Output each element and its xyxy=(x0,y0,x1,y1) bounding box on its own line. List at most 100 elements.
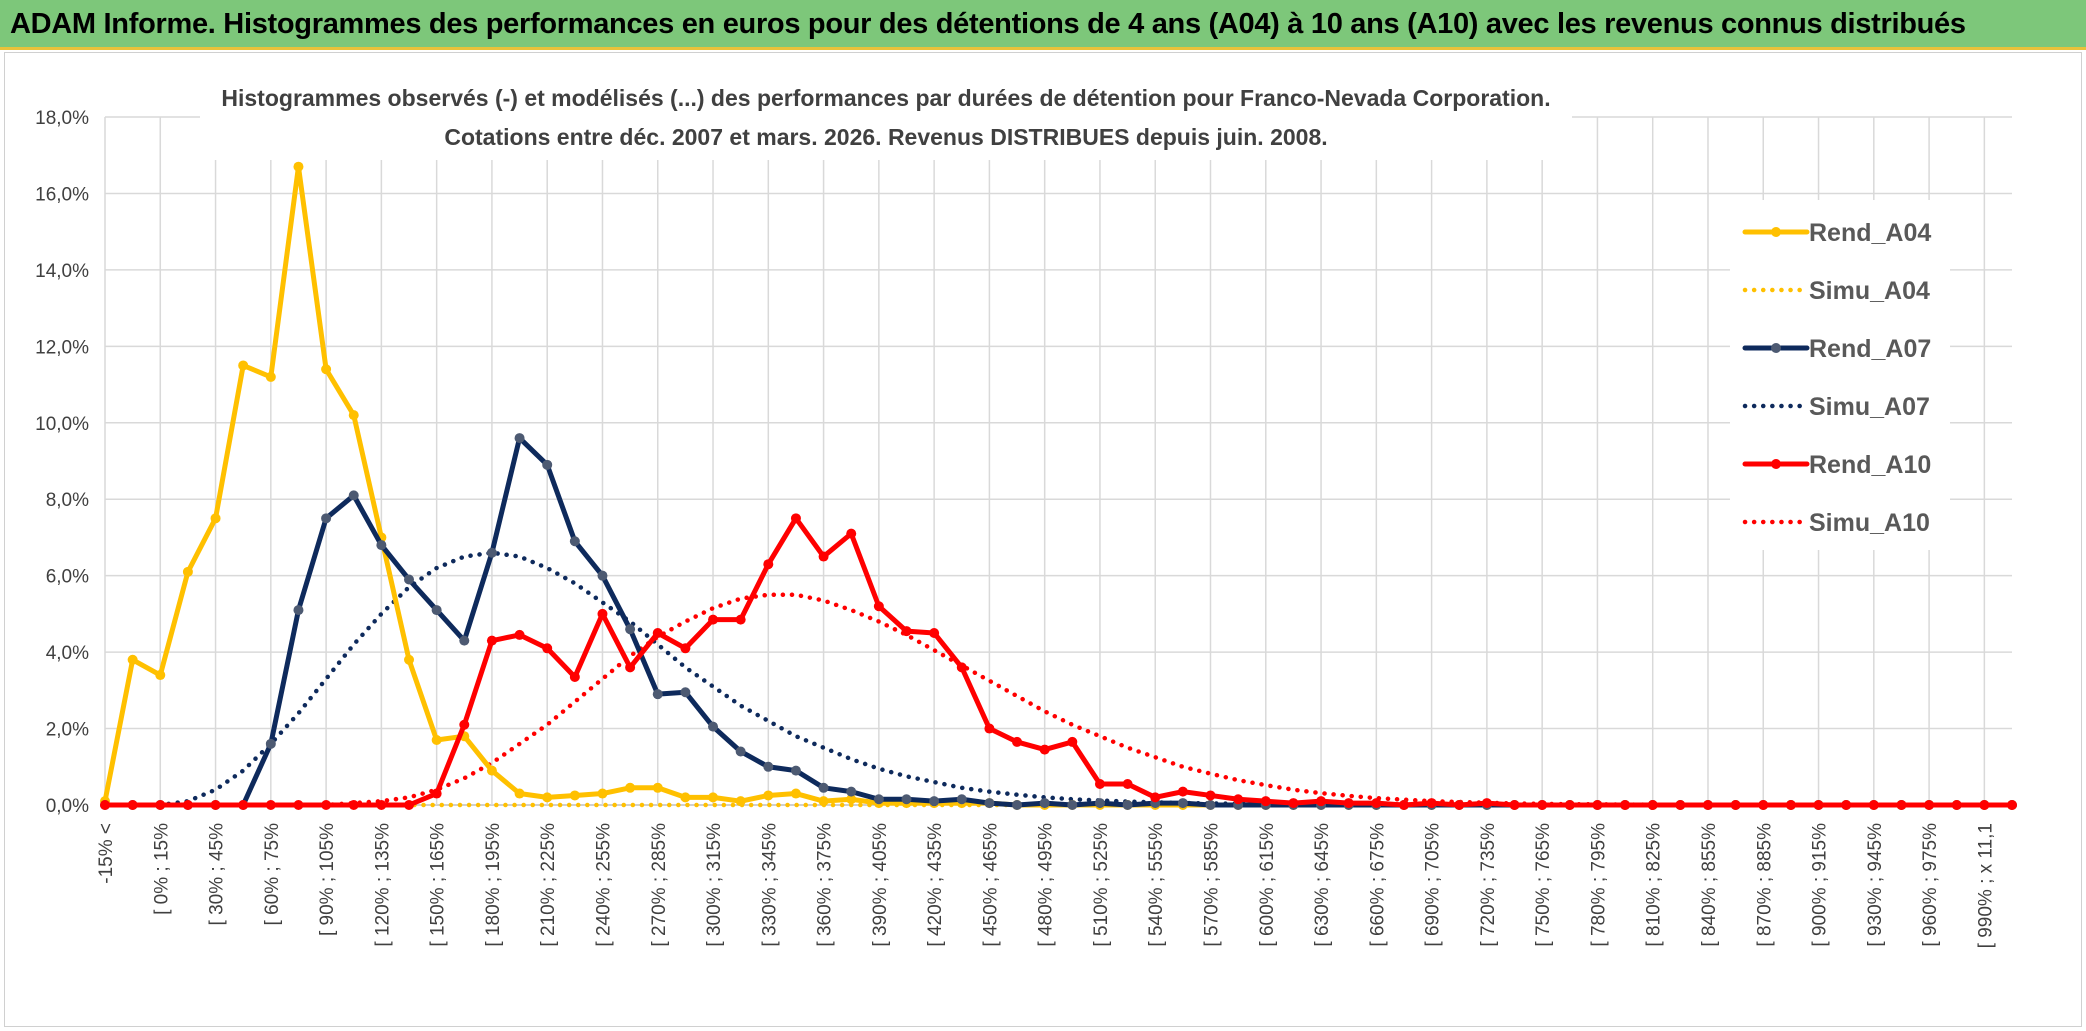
data-point-rend_a10 xyxy=(1481,798,1492,809)
data-point-rend_a10 xyxy=(1260,796,1271,807)
data-point-rend_a04 xyxy=(625,782,636,793)
data-point-rend_a07 xyxy=(929,796,940,807)
data-point-rend_a10 xyxy=(238,800,249,810)
data-point-rend_a07 xyxy=(763,761,774,772)
data-point-rend_a04 xyxy=(818,796,829,807)
data-point-rend_a10 xyxy=(321,800,332,810)
data-point-rend_a07 xyxy=(431,605,442,616)
data-point-rend_a07 xyxy=(293,605,304,616)
data-point-rend_a04 xyxy=(514,788,525,799)
data-point-rend_a07 xyxy=(984,798,995,809)
series-line-rend_a07 xyxy=(102,435,2015,808)
x-tick-label: [ 690% ; 705% xyxy=(1423,823,1444,947)
y-tick-label: 18,0% xyxy=(35,108,89,129)
data-point-rend_a10 xyxy=(1785,800,1796,810)
data-point-rend_a07 xyxy=(873,794,884,805)
x-tick-label: [ 330% ; 345% xyxy=(759,823,780,947)
data-point-rend_a10 xyxy=(431,788,442,799)
legend-label-simu_a10: Simu_A10 xyxy=(1809,509,1930,537)
data-point-rend_a04 xyxy=(155,670,166,681)
data-point-rend_a07 xyxy=(1205,800,1216,810)
data-point-rend_a10 xyxy=(929,628,940,638)
data-point-rend_a10 xyxy=(1288,798,1299,809)
data-point-rend_a10 xyxy=(376,800,387,810)
x-tick-label: [ 750% ; 765% xyxy=(1533,823,1554,947)
data-point-rend_a10 xyxy=(1675,800,1686,810)
data-point-rend_a10 xyxy=(1979,800,1990,810)
y-tick-label: 4,0% xyxy=(46,643,89,664)
x-tick-label: [ 510% ; 525% xyxy=(1091,823,1112,947)
data-point-rend_a04 xyxy=(321,364,332,375)
data-point-rend_a10 xyxy=(1316,796,1327,807)
data-point-rend_a10 xyxy=(1896,800,1907,810)
data-point-rend_a07 xyxy=(652,689,663,700)
y-tick-label: 6,0% xyxy=(46,567,89,588)
data-point-rend_a10 xyxy=(569,671,580,682)
data-point-rend_a10 xyxy=(818,551,829,562)
data-point-rend_a07 xyxy=(818,782,829,793)
legend-label-rend_a07: Rend_A07 xyxy=(1809,335,1931,363)
data-point-rend_a10 xyxy=(182,800,193,810)
x-tick-label: [ 990% ; x 11,1 xyxy=(1975,823,1996,948)
data-point-rend_a10 xyxy=(1150,792,1161,803)
x-tick-label: [ 120% ; 135% xyxy=(372,823,393,947)
x-tick-label: [ 450% ; 465% xyxy=(980,823,1001,947)
x-tick-label: [ 300% ; 315% xyxy=(704,823,725,947)
chart-frame xyxy=(4,52,2082,1027)
data-point-rend_a10 xyxy=(1122,778,1133,789)
x-tick-label: [ 480% ; 495% xyxy=(1036,823,1057,947)
data-point-rend_a10 xyxy=(901,626,912,637)
x-tick-label: -15% < xyxy=(96,823,117,884)
data-point-rend_a10 xyxy=(652,628,663,638)
data-point-rend_a07 xyxy=(790,765,801,776)
data-point-rend_a10 xyxy=(127,800,138,810)
y-tick-label: 8,0% xyxy=(46,490,89,511)
legend: Rend_A04 Simu_A04 Rend_A07 Simu_A07 Rend_A10… xyxy=(1730,200,1950,550)
y-tick-label: 2,0% xyxy=(46,720,89,741)
data-point-rend_a07 xyxy=(321,513,332,524)
data-point-rend_a07 xyxy=(625,624,636,635)
data-point-rend_a07 xyxy=(265,738,276,749)
x-tick-label: [ 930% ; 945% xyxy=(1865,823,1886,947)
y-tick-label: 0,0% xyxy=(46,796,89,817)
data-point-rend_a10 xyxy=(1647,800,1658,810)
x-tick-label: [ 60% ; 75% xyxy=(262,823,283,926)
legend-backdrop xyxy=(1730,200,1950,550)
data-point-rend_a07 xyxy=(1094,798,1105,809)
legend-marker-rend_a10 xyxy=(1771,459,1781,469)
data-point-rend_a10 xyxy=(2007,800,2017,810)
chart-title-line-1: Histogrammes observés (-) et modélisés (… xyxy=(221,85,1550,111)
data-point-rend_a10 xyxy=(348,800,359,810)
x-tick-label: [ 720% ; 735% xyxy=(1478,823,1499,947)
data-point-rend_a07 xyxy=(404,574,415,585)
data-point-rend_a07 xyxy=(542,459,553,470)
data-point-rend_a10 xyxy=(155,800,166,810)
data-point-rend_a10 xyxy=(708,614,719,625)
data-point-rend_a10 xyxy=(1702,800,1713,810)
data-point-rend_a10 xyxy=(1371,798,1382,809)
data-point-rend_a04 xyxy=(431,735,442,746)
data-point-rend_a10 xyxy=(680,643,691,654)
title-backdrop xyxy=(200,80,1572,160)
data-point-rend_a10 xyxy=(1813,800,1824,810)
x-tick-label: [ 420% ; 435% xyxy=(925,823,946,947)
data-point-rend_a10 xyxy=(404,800,415,810)
data-point-rend_a04 xyxy=(569,790,580,801)
x-tick-label: [ 900% ; 915% xyxy=(1810,823,1831,947)
legend-label-simu_a07: Simu_A07 xyxy=(1809,393,1930,421)
data-point-rend_a10 xyxy=(486,635,497,646)
data-point-rend_a04 xyxy=(846,794,857,805)
y-tick-label: 14,0% xyxy=(35,261,89,282)
data-point-rend_a04 xyxy=(542,792,553,803)
data-point-rend_a07 xyxy=(735,746,746,757)
data-point-rend_a10 xyxy=(1398,800,1409,810)
x-tick-label: [ 960% ; 975% xyxy=(1920,823,1941,947)
data-point-rend_a10 xyxy=(514,629,525,640)
legend-label-rend_a10: Rend_A10 xyxy=(1809,451,1931,479)
series-line-rend_a04 xyxy=(102,164,2015,808)
report-title: ADAM Informe. Histogrammes des performan… xyxy=(10,8,1966,40)
data-point-rend_a07 xyxy=(459,635,470,646)
data-point-rend_a04 xyxy=(652,782,663,793)
data-point-rend_a07 xyxy=(1067,800,1078,810)
